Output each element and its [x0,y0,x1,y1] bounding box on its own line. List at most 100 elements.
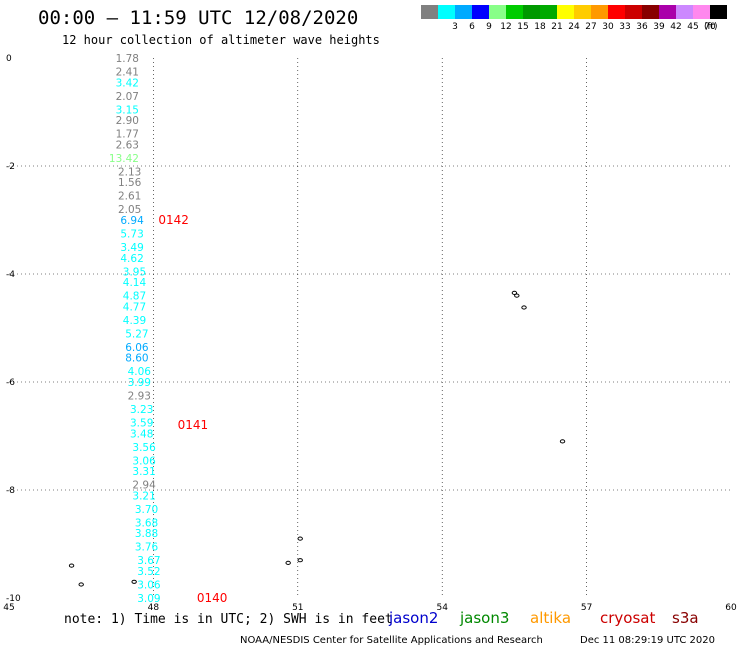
wave-height-value: 3.09 [137,593,160,605]
pass-label: 0141 [178,418,209,432]
wave-height-value: 3.06 [132,455,156,467]
legend-swatch [489,5,506,19]
wave-height-value: 2.13 [118,166,141,178]
wave-height-value: 2.94 [132,480,156,492]
legend-swatch [472,5,489,19]
legend-label: 18 [534,22,546,32]
wave-height-value: 2.41 [116,67,139,79]
wave-height-value: 3.67 [137,555,160,567]
wave-height-value: 6.94 [120,215,144,227]
wave-height-value: 3.70 [135,504,158,516]
island-outline [514,293,520,298]
island-outline [131,579,137,584]
wave-height-value: 5.73 [120,229,143,241]
x-tick-label: 45 [3,603,14,613]
legend-label: 15 [517,22,529,32]
wave-height-value: 3.48 [130,428,153,440]
legend-swatch [506,5,523,19]
page-title: 00:00 — 11:59 UTC 12/08/2020 [38,7,359,29]
legend-label: 6 [469,22,475,32]
x-tick-label: 57 [581,603,592,613]
wave-height-value: 8.60 [125,353,148,365]
satellite-jason2: jason2 [389,609,439,627]
wave-height-value: 3.99 [128,377,151,389]
color-legend: 3 6 9 12 15 18 21 24 27 30 33 36 39 42 45 70 (ft) [421,5,729,41]
legend-swatch [455,5,472,19]
y-tick-label: 0 [6,54,12,64]
pass-label: 0142 [158,213,189,227]
legend-label: 21 [551,22,563,32]
generation-timestamp: Dec 11 08:29:19 UTC 2020 [580,635,715,646]
legend-swatch [523,5,540,19]
legend-label: 27 [585,22,597,32]
wave-height-value: 4.06 [128,366,152,378]
footer-note: note: 1) Time is in UTC; 2) SWH is in fe… [64,612,393,627]
legend-swatch [710,5,727,19]
legend-swatch [421,5,438,19]
wave-height-value: 2.05 [118,204,141,216]
wave-height-value: 3.59 [130,418,153,430]
wave-height-value: 3.15 [116,104,139,116]
legend-swatch [608,5,625,19]
island-outline [521,305,527,310]
wave-height-value: 3.88 [135,528,158,540]
legend-label: 45 [687,22,699,32]
wave-height-value: 6.06 [125,342,149,354]
legend-swatch [625,5,642,19]
y-tick-label: -6 [6,378,15,388]
x-tick-label: 48 [148,603,160,613]
x-tick-label: 60 [725,603,737,613]
legend-swatch [557,5,574,19]
legend-swatch [438,5,455,19]
x-tick-label: 54 [436,603,448,613]
wave-height-value: 2.90 [116,115,139,127]
legend-swatch [659,5,676,19]
pass-label: 0140 [197,591,228,605]
legend-label: 42 [670,22,682,32]
wave-height-value: 2.93 [128,391,151,403]
wave-height-value: 3.76 [135,542,159,554]
wave-height-value: 4.39 [123,315,146,327]
wave-height-value: 3.21 [132,490,155,502]
island-outline [78,582,84,587]
legend-swatch [591,5,608,19]
y-tick-label: -8 [6,486,15,496]
legend-label: 39 [653,22,665,32]
wave-height-value: 3.56 [132,442,156,454]
island-outline [559,439,566,444]
legend-label: 33 [619,22,631,32]
legend-swatch [540,5,557,19]
legend-label: 70 [704,22,716,32]
y-tick-label: -4 [6,270,15,280]
wave-height-value: 4.14 [123,277,147,289]
wave-height-value: 3.95 [123,266,146,278]
wave-height-value: 4.62 [120,253,143,265]
wave-height-value: 1.77 [116,129,139,141]
island-outline [68,563,75,568]
legend-swatch [676,5,693,19]
legend-swatch [642,5,659,19]
island-outline [297,558,303,563]
satellite-altika: altika [530,609,572,627]
wave-height-value: 3.23 [130,404,153,416]
legend-label: 9 [486,22,492,32]
island-outline [285,560,291,566]
wave-height-value: 4.77 [123,301,146,313]
wave-height-value: 2.07 [116,91,139,103]
wave-height-value: 3.68 [135,517,158,529]
satellite-cryosat: cryosat [600,609,656,627]
legend-unit: (ft) [704,22,718,32]
wave-height-value: 1.78 [116,53,139,65]
wave-height-value: 2.61 [118,191,141,203]
wave-height-value: 3.31 [132,466,155,478]
legend-label: 30 [602,22,614,32]
legend-label: 36 [636,22,648,32]
credit-text: NOAA/NESDIS Center for Satellite Applica… [240,635,543,646]
wave-height-value: 13.42 [109,153,139,165]
satellite-jason3: jason3 [460,609,510,627]
wave-height-value: 4.87 [123,291,146,303]
wave-height-value: 1.56 [118,177,142,189]
legend-label: 12 [500,22,512,32]
page-subtitle: 12 hour collection of altimeter wave hei… [62,33,380,47]
